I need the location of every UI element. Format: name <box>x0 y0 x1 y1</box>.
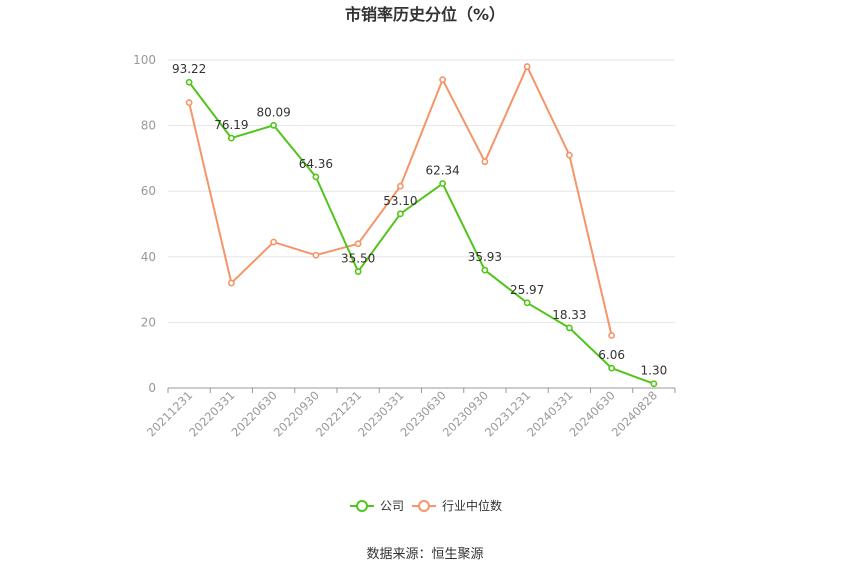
y-axis: 0 20 40 60 80 100 <box>133 53 156 395</box>
legend[interactable]: 公司 行业中位数 <box>350 498 502 513</box>
chart-title: 市销率历史分位（%） <box>345 5 505 24</box>
data-point-company <box>227 134 235 142</box>
legend-item-industry-median[interactable]: 行业中位数 <box>412 498 502 513</box>
data-point-company <box>312 173 320 181</box>
y-tick-label: 80 <box>141 119 156 133</box>
series-line-company <box>188 81 655 385</box>
data-point-industry-median <box>270 238 278 246</box>
data-point-company <box>439 180 447 187</box>
data-point-industry-median <box>439 76 447 84</box>
series-layer <box>185 63 658 388</box>
data-label: 53.10 <box>383 194 417 208</box>
data-label: 93.22 <box>172 62 206 76</box>
y-tick-label: 40 <box>141 250 156 264</box>
data-point-company <box>650 380 658 388</box>
x-tick-label: 20240828 <box>609 388 660 439</box>
data-point-company <box>185 78 193 86</box>
data-label: 80.09 <box>256 105 290 119</box>
y-tick-label: 20 <box>141 315 156 329</box>
data-point-industry-median <box>227 279 235 287</box>
data-point-industry-median <box>354 240 362 248</box>
data-point-company <box>608 364 616 372</box>
data-label: 18.33 <box>552 308 586 322</box>
grid-lines <box>168 59 675 323</box>
data-label: 64.36 <box>299 157 333 171</box>
data-label: 35.93 <box>468 250 502 264</box>
data-point-industry-median <box>185 99 193 107</box>
data-point-industry-median <box>312 251 320 259</box>
legend-marker <box>356 500 368 512</box>
legend-marker <box>418 500 430 512</box>
data-point-industry-median <box>396 182 404 190</box>
data-label: 35.50 <box>341 252 375 266</box>
data-point-company <box>481 266 489 274</box>
data-point-company <box>523 299 531 307</box>
data-point-company <box>354 268 362 275</box>
data-point-industry-median <box>481 158 489 166</box>
data-labels: 93.22 76.19 80.09 64.36 35.50 53.10 62.34 35.93… <box>172 62 667 377</box>
data-label: 6.06 <box>598 348 625 362</box>
x-axis: 2021123120220331202206302022093020221231… <box>144 387 676 440</box>
data-point-industry-median <box>565 151 573 159</box>
data-label: 62.34 <box>425 164 459 178</box>
y-tick-label: 60 <box>141 184 156 198</box>
y-tick-label: 0 <box>148 381 156 395</box>
legend-item-company[interactable]: 公司 <box>350 499 404 513</box>
data-point-company <box>270 121 278 129</box>
data-point-industry-median <box>608 332 616 339</box>
legend-label: 公司 <box>380 499 404 513</box>
data-label: 76.19 <box>214 118 248 132</box>
data-point-company <box>565 324 573 332</box>
source-note: 数据来源：恒生聚源 <box>366 547 483 562</box>
data-label: 25.97 <box>510 283 544 297</box>
data-label: 1.30 <box>641 364 668 378</box>
y-tick-label: 100 <box>133 53 156 67</box>
data-point-company <box>396 210 404 218</box>
legend-label: 行业中位数 <box>442 498 502 513</box>
data-point-industry-median <box>523 63 531 70</box>
